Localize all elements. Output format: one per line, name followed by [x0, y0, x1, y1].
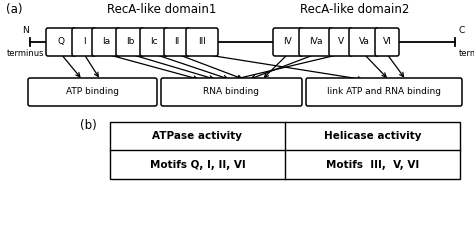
FancyBboxPatch shape: [46, 28, 76, 56]
FancyBboxPatch shape: [110, 122, 460, 179]
FancyBboxPatch shape: [161, 78, 302, 106]
FancyBboxPatch shape: [329, 28, 353, 56]
FancyBboxPatch shape: [92, 28, 120, 56]
Text: link ATP and RNA binding: link ATP and RNA binding: [327, 87, 441, 97]
FancyBboxPatch shape: [186, 28, 218, 56]
FancyBboxPatch shape: [116, 28, 144, 56]
Text: terminus: terminus: [459, 49, 474, 58]
Text: V: V: [338, 38, 344, 46]
Text: terminus: terminus: [7, 49, 45, 58]
FancyBboxPatch shape: [349, 28, 379, 56]
FancyBboxPatch shape: [140, 28, 168, 56]
Text: III: III: [198, 38, 206, 46]
FancyBboxPatch shape: [164, 28, 190, 56]
FancyBboxPatch shape: [72, 28, 96, 56]
FancyBboxPatch shape: [299, 28, 333, 56]
FancyBboxPatch shape: [28, 78, 157, 106]
Text: (a): (a): [6, 3, 22, 16]
FancyBboxPatch shape: [306, 78, 462, 106]
Text: Ib: Ib: [126, 38, 134, 46]
FancyBboxPatch shape: [273, 28, 303, 56]
Text: Va: Va: [358, 38, 369, 46]
Text: Q: Q: [57, 38, 64, 46]
Text: IVa: IVa: [309, 38, 323, 46]
Text: Helicase activity: Helicase activity: [324, 131, 421, 141]
Text: N: N: [23, 26, 29, 35]
Text: C: C: [459, 26, 465, 35]
Text: (b): (b): [80, 119, 97, 132]
Text: ATPase activity: ATPase activity: [153, 131, 243, 141]
Text: VI: VI: [383, 38, 392, 46]
Text: Motifs  III,  V, VI: Motifs III, V, VI: [326, 160, 419, 170]
Text: RecA-like domain2: RecA-like domain2: [301, 3, 410, 16]
Text: II: II: [174, 38, 180, 46]
FancyBboxPatch shape: [375, 28, 399, 56]
Text: Ia: Ia: [102, 38, 110, 46]
Text: IV: IV: [283, 38, 292, 46]
Text: RNA binding: RNA binding: [203, 87, 259, 97]
Text: I: I: [82, 38, 85, 46]
Text: ATP binding: ATP binding: [66, 87, 119, 97]
Text: Ic: Ic: [150, 38, 158, 46]
Text: RecA-like domain1: RecA-like domain1: [107, 3, 217, 16]
Text: Motifs Q, I, II, VI: Motifs Q, I, II, VI: [150, 160, 246, 170]
